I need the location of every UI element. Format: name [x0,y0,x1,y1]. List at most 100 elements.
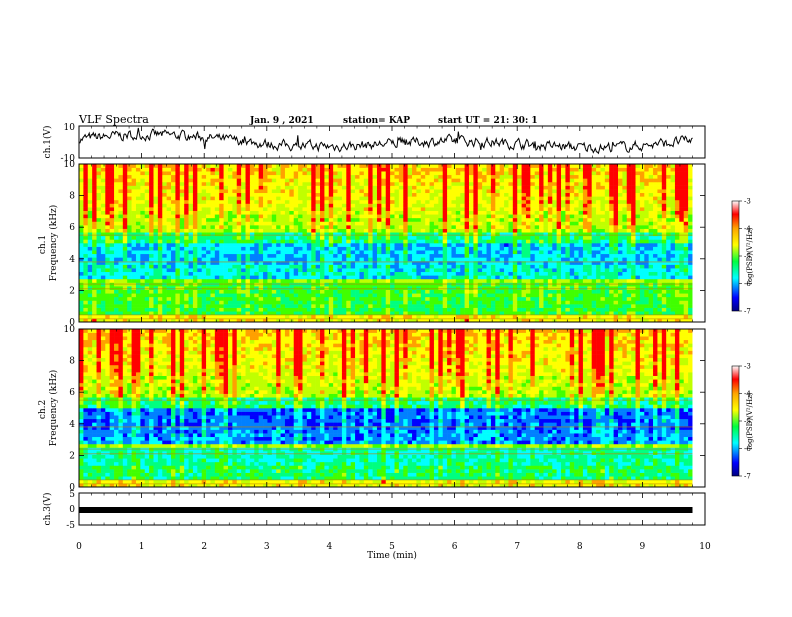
spectrogram-cell [381,243,387,247]
spectrogram-cell [508,246,514,251]
spectrogram-cell [232,239,238,244]
spectrogram-cell [284,246,290,251]
spectrogram-cell [394,275,400,280]
spectrogram-cell [179,207,185,211]
spectrogram-cell [381,210,387,215]
spectrogram-cell [653,225,658,229]
spectrogram-cell [670,314,676,319]
spectrogram-cell [96,268,102,273]
spectrogram-cell [473,278,479,283]
spectrogram-cell [495,318,500,323]
spectrogram-cell [355,268,360,273]
spectrogram-cell [254,314,259,319]
spectrogram-cell [328,260,334,265]
spectrogram-cell [604,289,610,294]
spectrogram-cell [688,243,693,247]
spectrogram-cell [604,250,610,255]
spectrogram-cell [433,246,439,251]
spectrogram-cell [504,318,509,323]
spectrogram-cell [249,199,255,204]
spectrogram-cell [144,304,150,308]
spectrogram-cell [639,214,645,219]
spectrogram-cell [587,257,592,262]
spectrogram-cell [306,210,312,215]
spectrogram-cell [320,260,325,265]
spectrogram-cell [92,207,97,211]
spectrogram-cell [267,250,273,255]
spectrogram-cell [372,314,378,319]
spectrogram-cell [425,271,430,276]
spectrogram-cell [469,307,474,312]
spectrogram-cell [635,250,641,255]
spectrogram-cell [263,246,268,251]
spectrogram-cell [486,207,492,211]
spectrogram-cell [433,296,439,301]
spectrogram-cell [359,235,365,240]
spectrogram-cell [661,275,667,280]
spectrogram-cell [521,286,527,290]
spectrogram-cell [341,192,347,197]
spectrogram-cell [644,250,649,255]
spectrogram-cell [561,257,566,262]
spectrogram-cell [184,289,189,294]
spectrogram-cell [263,318,268,323]
spectrogram-cell [355,271,360,276]
spectrogram-cell [144,300,150,305]
spectrogram-cell [267,235,273,240]
spectrogram-cell [118,217,124,222]
spectrogram-cell [293,300,299,305]
spectrogram-cell [258,271,264,276]
spectrogram-cell [298,235,303,240]
spectrogram-cell [254,203,259,208]
spectrogram-cell [587,225,592,229]
spectrogram-cell [306,257,312,262]
spectrogram-cell [661,243,667,247]
spectrogram-cell [626,246,632,251]
spectrogram-cell [135,232,141,237]
spectrogram-cell [333,293,338,298]
spectrogram-cell [442,278,448,283]
spectrogram-cell [337,278,343,283]
spectrogram-cell [425,278,430,283]
spectrogram-cell [574,225,579,229]
spectrogram-cell [267,293,273,298]
spectrogram-cell [122,192,128,197]
spectrogram-cell [254,217,259,222]
spectrogram-cell [127,203,132,208]
spectrogram-cell [271,307,277,312]
spectrogram-cell [530,214,536,219]
spectrogram-cell [530,286,536,290]
spectrogram-cell [192,311,198,316]
spectrogram-cell [582,221,588,226]
spectrogram-cell [661,296,667,301]
spectrogram-cell [87,207,93,211]
spectrogram-cell [447,296,452,301]
spectrogram-cell [390,214,395,219]
spectrogram-cell [289,235,295,240]
spectrogram-cell [201,232,207,237]
spectrogram-cell [490,300,496,305]
spectrogram-cell [670,307,676,312]
spectrogram-cell [626,243,632,247]
spectrogram-cell [363,257,369,262]
spectrogram-cell [267,300,273,305]
spectrogram-cell [214,264,220,269]
spectrogram-cell [280,207,286,211]
spectrogram-cell [232,203,238,208]
spectrogram-cell [171,207,176,211]
spectrogram-cell [289,307,295,312]
spectrogram-cell [600,217,606,222]
spectrogram-cell [635,214,641,219]
spectrogram-cell [688,286,693,290]
spectrogram-cell [153,275,159,280]
spectrogram-cell [451,253,457,258]
spectrogram-cell [442,199,448,204]
spectrogram-cell [96,246,102,251]
spectrogram-cell [666,286,671,290]
spectrogram-cell [298,296,303,301]
spectrogram-cell [197,203,202,208]
spectrogram-cell [482,207,487,211]
spectrogram-cell [232,264,238,269]
spectrogram-cell [381,300,387,305]
spectrogram-cell [157,250,163,255]
